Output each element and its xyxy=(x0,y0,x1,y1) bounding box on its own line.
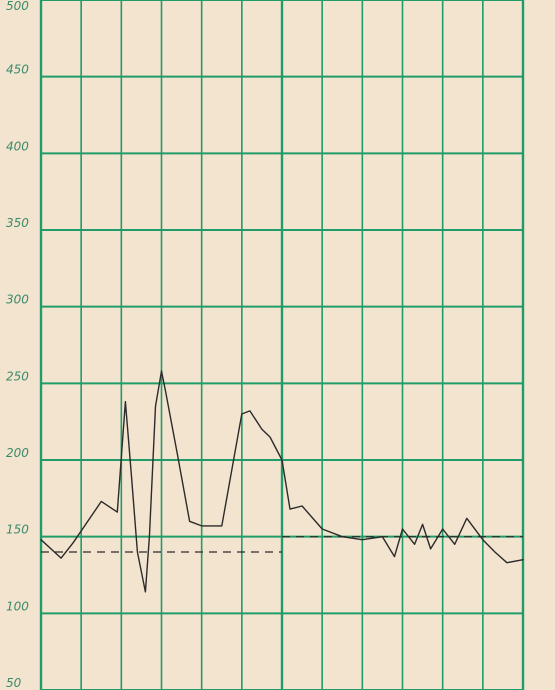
y-tick-label: 200 xyxy=(6,446,29,460)
series xyxy=(40,370,524,593)
y-tick-label: 450 xyxy=(6,63,29,77)
y-tick-label: 50 xyxy=(6,676,22,690)
y-tick-label: 500 xyxy=(6,0,29,13)
y-tick-label: 150 xyxy=(6,523,29,537)
y-axis-ticks: 50 100 150 200 250 300 350 400 450 500 xyxy=(6,0,29,690)
series-line xyxy=(40,370,524,593)
y-tick-label: 350 xyxy=(6,216,29,230)
y-tick-label: 400 xyxy=(6,139,29,153)
grid xyxy=(39,0,525,690)
y-tick-label: 300 xyxy=(6,293,29,307)
y-tick-label: 250 xyxy=(6,369,29,383)
y-tick-label: 100 xyxy=(6,599,29,613)
reference-lines xyxy=(41,536,523,553)
